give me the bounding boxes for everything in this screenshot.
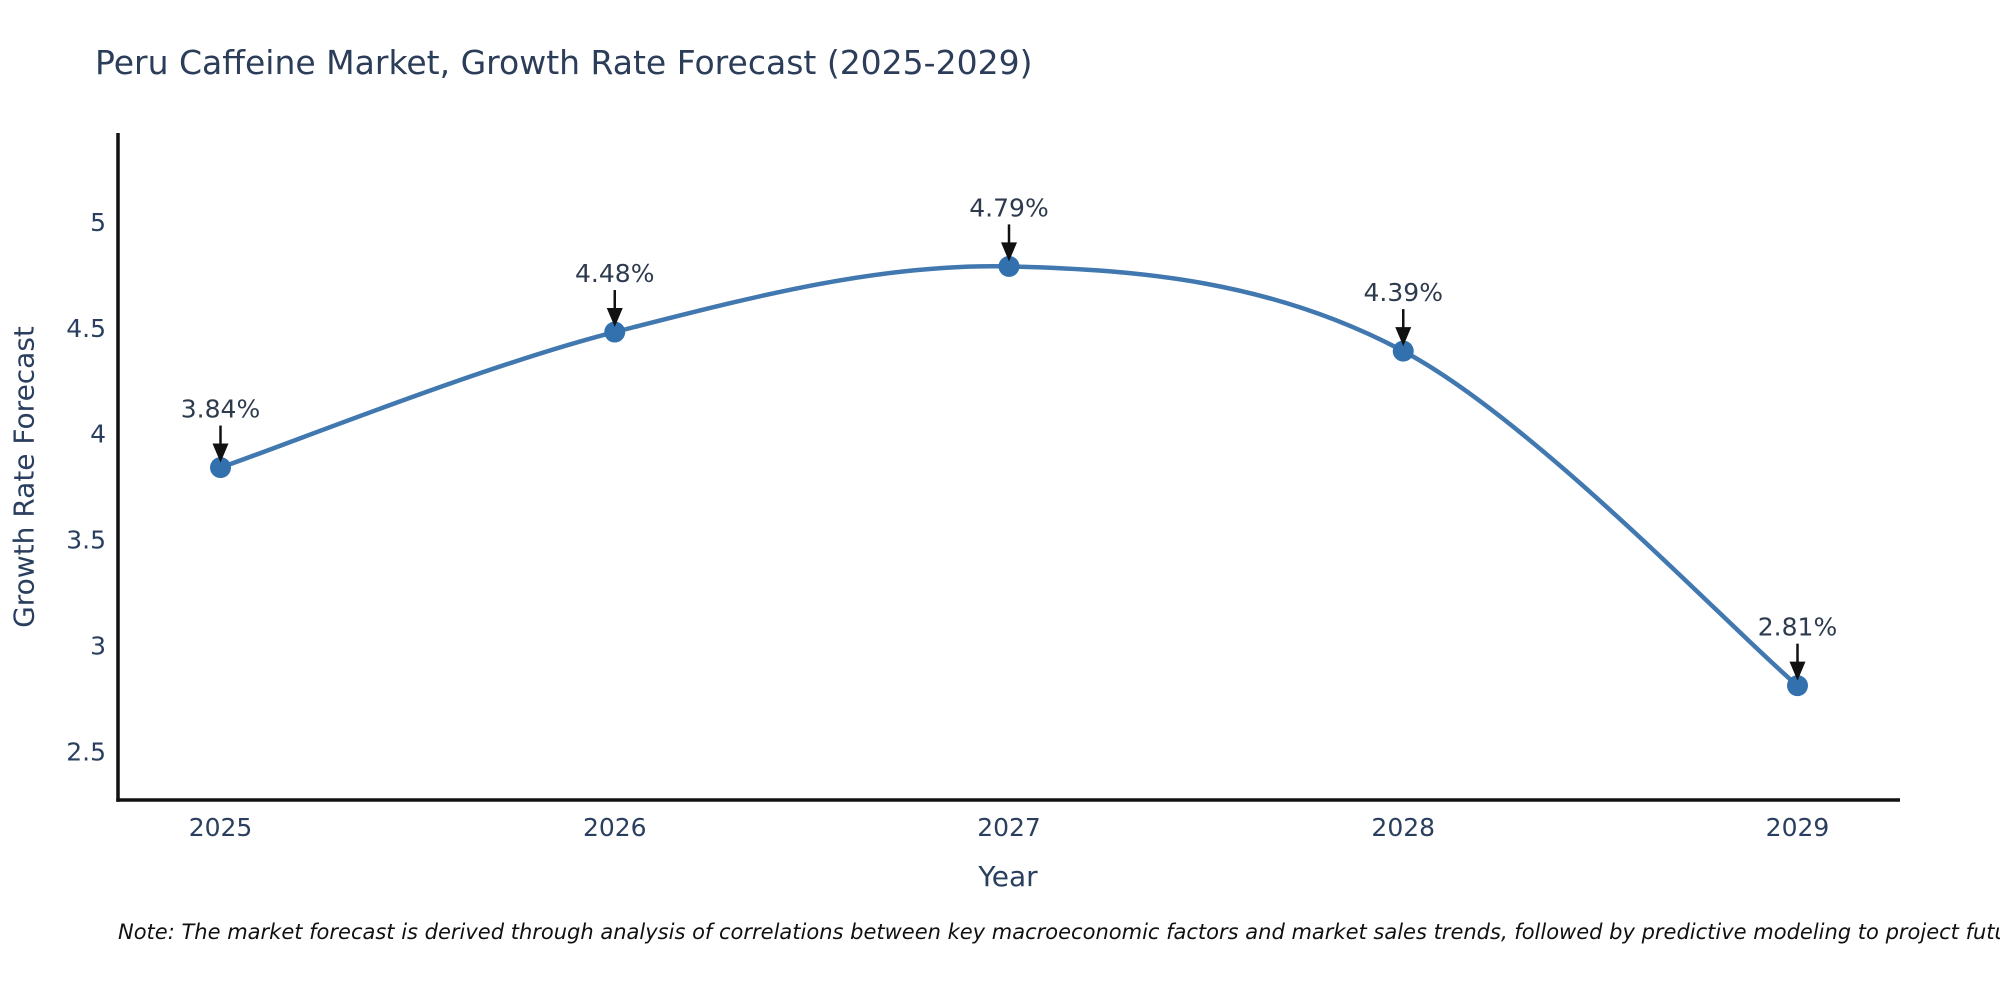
data-point-label: 3.84% <box>181 395 260 424</box>
x-tick-label: 2028 <box>1371 813 1435 842</box>
data-point-label: 2.81% <box>1758 613 1837 642</box>
annotation-arrowhead <box>606 308 623 328</box>
annotation-arrowhead <box>1789 661 1806 681</box>
x-tick-label: 2029 <box>1766 813 1830 842</box>
x-tick-label: 2027 <box>977 813 1041 842</box>
x-tick-label: 2025 <box>189 813 253 842</box>
annotation-arrowhead <box>1001 242 1017 262</box>
data-point-marker <box>210 457 232 479</box>
chart-title: Peru Caffeine Market, Growth Rate Foreca… <box>95 43 1033 82</box>
data-point-label: 4.48% <box>575 259 654 288</box>
data-point-marker <box>998 255 1020 277</box>
annotation-arrowhead <box>1395 327 1412 347</box>
footnote: Note: The market forecast is derived thr… <box>118 920 2000 944</box>
annotation-arrowhead <box>212 443 229 463</box>
data-point-marker <box>1392 340 1414 362</box>
y-tick-label: 3.5 <box>66 526 106 555</box>
data-point-marker <box>604 321 626 343</box>
y-tick-label: 2.5 <box>66 737 106 766</box>
y-tick-label: 3 <box>90 631 106 660</box>
data-point-marker <box>1786 675 1808 697</box>
x-tick-label: 2026 <box>583 813 647 842</box>
y-tick-label: 4.5 <box>66 314 106 343</box>
forecast-line <box>218 263 1800 688</box>
data-point-label: 4.39% <box>1364 278 1443 307</box>
x-axis-title: Year <box>978 860 1038 893</box>
y-tick-label: 5 <box>90 208 106 237</box>
data-point-label: 4.79% <box>969 193 1048 222</box>
y-tick-label: 4 <box>90 420 106 449</box>
